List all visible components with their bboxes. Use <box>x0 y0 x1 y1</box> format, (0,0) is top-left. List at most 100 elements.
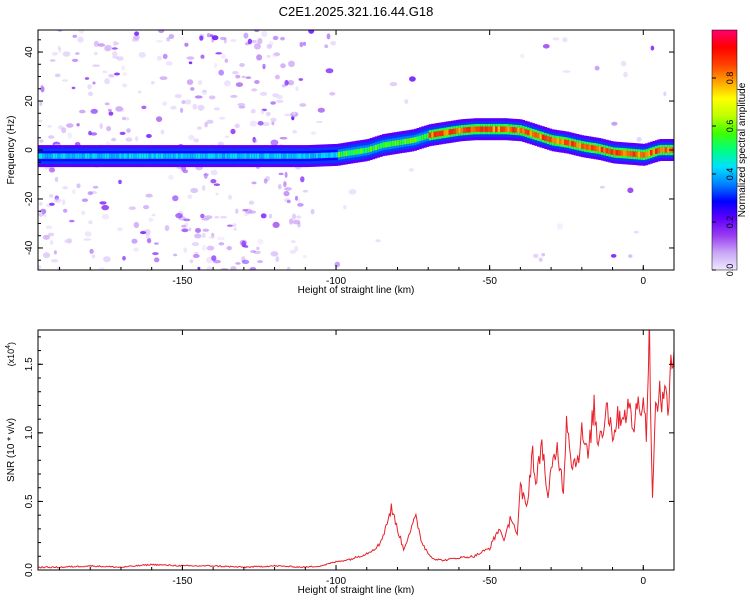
spectrogram-x-ticks: -150 -100 -50 0 <box>59 30 675 287</box>
spectrogram-noise-speck <box>190 187 199 194</box>
y-tick-label: 1.0 <box>24 425 35 439</box>
spectrogram-noise-speck <box>137 90 142 94</box>
spectrogram-noise-speck <box>108 74 115 78</box>
spectrogram-ridge-cell <box>202 153 206 159</box>
spectrogram-noise-speck <box>250 108 256 114</box>
spectrogram-noise-speck <box>265 111 271 117</box>
spectrogram-noise-speck <box>132 35 140 40</box>
spectrogram-ridge-cell <box>205 153 208 159</box>
spectrogram-noise-speck <box>188 134 195 141</box>
spectrogram-noise-speck <box>93 40 99 47</box>
spectrogram-ridge-cell <box>581 143 584 149</box>
snr-y-ticks: 0.0 0.5 1.0 1.5 <box>24 336 674 577</box>
spectrogram-noise-speck <box>89 248 94 254</box>
spectrogram-ridge-cell <box>55 153 58 159</box>
spectrogram-noise-speck <box>663 91 667 97</box>
spectrogram-noise-speck <box>348 189 357 195</box>
spectrogram-noise-speck <box>272 53 279 58</box>
spectrogram-noise-speck <box>57 45 61 51</box>
spectrogram-ridge-cell <box>234 153 238 159</box>
spectrogram-noise-speck <box>50 259 59 263</box>
spectrogram-noise-speck <box>297 198 301 204</box>
spectrogram-noise-speck <box>92 64 100 67</box>
spectrogram-noise-speck <box>552 37 560 41</box>
y-tick-label: 0.5 <box>24 494 35 508</box>
spectrogram-noise-speck <box>39 139 44 144</box>
spectrogram-noise-speck <box>182 169 189 174</box>
spectrogram-ridge-cell <box>269 153 272 159</box>
spectrogram-ridge-cell <box>379 143 383 149</box>
spectrogram-noise-speck <box>164 225 170 232</box>
spectrogram-noise-speck <box>122 83 128 88</box>
spectrogram-ridge-cell <box>596 145 599 152</box>
spectrogram-ridge-cell <box>124 153 127 159</box>
spectrogram-noise-speck <box>206 119 214 124</box>
spectrogram-noise-speck <box>71 58 79 63</box>
spectrogram-ridge-cell <box>556 138 560 144</box>
spectrogram-noise-speck <box>143 205 150 210</box>
spectrogram-ridge-cell <box>192 153 196 159</box>
spectrogram-noise-speck <box>194 95 203 99</box>
spectrogram-noise-speck <box>295 86 299 92</box>
spectrogram-noise-speck <box>39 211 43 218</box>
spectrogram-ridge-cell <box>586 144 589 150</box>
spectrogram-noise-speck <box>141 105 147 110</box>
spectrogram-ridge-cell <box>448 129 452 135</box>
spectrogram-ridge-cell <box>224 153 228 159</box>
spectrogram-noise-speck <box>375 239 381 243</box>
spectrogram-noise-speck <box>541 253 546 257</box>
spectrogram-noise-speck <box>165 61 173 66</box>
spectrogram-ridge-cell <box>460 127 464 133</box>
spectrogram-ridge-cell <box>465 127 469 133</box>
spectrogram-noise-speck <box>280 36 285 41</box>
spectrogram-ridge-cell <box>409 138 412 144</box>
spectrogram-ridge-cell <box>438 130 442 137</box>
spectrogram-noise-speck <box>270 251 279 257</box>
snr-panel: -150 -100 -50 0 0.0 0.5 1.0 1.5 Height of stra… <box>5 329 675 596</box>
spectrogram-noise-speck <box>192 103 197 110</box>
spectrogram-noise-speck <box>106 126 112 132</box>
spectrogram-ridge-cell <box>318 152 321 159</box>
spectrogram-noise-speck <box>174 94 182 99</box>
spectrogram-noise-speck <box>289 249 297 254</box>
spectrogram-ridge-cell <box>207 153 211 159</box>
spectrogram-ridge-cell <box>158 153 162 159</box>
spectrogram-noise-speck <box>168 174 174 180</box>
spectrogram-ridge-cell <box>175 153 179 159</box>
snr-x-ticks: -150 -100 -50 0 <box>59 330 675 587</box>
snr-xlabel: Height of straight line (km) <box>298 585 415 596</box>
spectrogram-noise-speck <box>191 242 199 247</box>
spectrogram-ridge-cell <box>146 153 149 159</box>
spectrogram-ridge-cell <box>345 150 348 157</box>
spectrogram-noise-speck <box>252 136 256 143</box>
spectrogram-noise-speck <box>206 33 211 38</box>
spectrogram-noise-speck <box>278 172 284 176</box>
spectrogram-noise-speck <box>252 138 258 143</box>
spectrogram-noise-speck <box>259 91 268 96</box>
spectrogram-ridge-cell <box>487 126 491 132</box>
spectrogram-ridge-cell <box>47 153 51 159</box>
spectrogram-noise-speck <box>172 195 179 202</box>
spectrogram-noise-speck <box>97 43 105 47</box>
spectrogram-heatmap <box>38 30 674 270</box>
spectrogram-ridge-cell <box>310 153 314 159</box>
spectrogram-noise-speck <box>187 194 193 199</box>
spectrogram-ridge-cell <box>283 153 287 159</box>
spectrogram-noise-speck <box>184 42 189 47</box>
spectrogram-noise-speck <box>101 204 110 211</box>
spectrogram-ridge-cell <box>296 153 299 159</box>
spectrogram-noise-speck <box>316 120 323 124</box>
spectrogram-ridge-cell <box>406 138 410 144</box>
x-tick-label: -150 <box>172 576 192 587</box>
spectrogram-ridge-cell <box>419 135 422 141</box>
spectrogram-ridge-cell <box>655 148 658 154</box>
spectrogram-ridge-cell <box>478 126 481 132</box>
spectrogram-noise-speck <box>197 80 203 85</box>
spectrogram-ridge-cell <box>598 146 602 152</box>
spectrogram-noise-speck <box>288 60 295 67</box>
spectrogram-noise-speck <box>119 131 126 135</box>
spectrogram-ridge-cell <box>266 153 270 159</box>
spectrogram-noise-speck <box>262 63 266 70</box>
spectrogram-ridge-cell <box>463 127 466 133</box>
spectrogram-noise-speck <box>193 251 199 255</box>
